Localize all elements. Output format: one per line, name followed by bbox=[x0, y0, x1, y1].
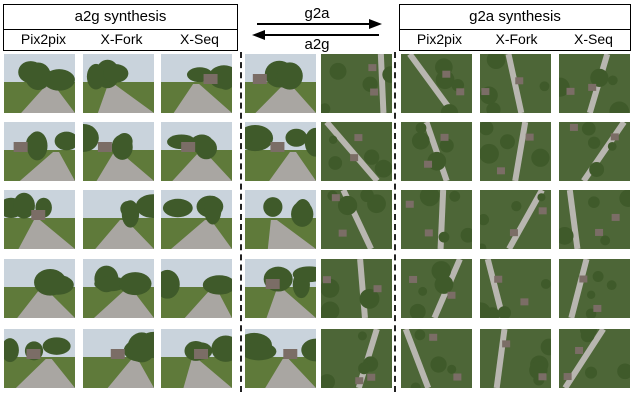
aerial-view-image bbox=[401, 190, 472, 249]
aerial-view-image bbox=[321, 54, 392, 113]
street-view-image bbox=[83, 122, 154, 181]
left-arrow-icon bbox=[252, 30, 379, 40]
street-view-image bbox=[83, 54, 154, 113]
aerial-view-image bbox=[480, 54, 551, 113]
aerial-view-image bbox=[321, 122, 392, 181]
a2g-col-pix2pix: Pix2pix bbox=[20, 31, 67, 47]
arrow-icons bbox=[252, 19, 382, 40]
aerial-view-image bbox=[559, 329, 630, 388]
street-view-image bbox=[245, 54, 316, 113]
g2a-header: g2a synthesis Pix2pix X-Fork X-Seq bbox=[399, 4, 631, 51]
street-view-image bbox=[161, 122, 232, 181]
g2a-col-xseq: X-Seq bbox=[574, 31, 613, 47]
aerial-view-image bbox=[480, 122, 551, 181]
separator-left bbox=[240, 52, 242, 392]
street-view-image bbox=[245, 329, 316, 388]
street-view-image bbox=[4, 190, 75, 249]
street-view-image bbox=[245, 122, 316, 181]
aerial-view-image bbox=[321, 329, 392, 388]
aerial-view-image bbox=[480, 329, 551, 388]
aerial-view-image bbox=[401, 259, 472, 318]
g2a-col-xfork: X-Fork bbox=[495, 31, 538, 47]
aerial-view-image bbox=[321, 259, 392, 318]
street-view-image bbox=[161, 54, 232, 113]
street-view-image bbox=[83, 190, 154, 249]
street-view-image bbox=[161, 190, 232, 249]
a2g-title: a2g synthesis bbox=[4, 5, 237, 30]
aerial-view-image bbox=[559, 54, 630, 113]
aerial-view-image bbox=[401, 54, 472, 113]
aerial-view-image bbox=[559, 122, 630, 181]
street-view-image bbox=[4, 259, 75, 318]
aerial-view-image bbox=[401, 122, 472, 181]
a2g-col-xfork: X-Fork bbox=[100, 31, 143, 47]
street-view-image bbox=[4, 54, 75, 113]
direction-arrows: g2a a2g bbox=[247, 4, 387, 53]
aerial-view-image bbox=[321, 190, 392, 249]
aerial-view-image bbox=[480, 259, 551, 318]
street-view-image bbox=[161, 329, 232, 388]
aerial-view-image bbox=[559, 259, 630, 318]
g2a-title: g2a synthesis bbox=[400, 5, 630, 30]
arrow-label-a2g: a2g bbox=[304, 36, 330, 53]
street-view-image bbox=[83, 329, 154, 388]
aerial-view-image bbox=[480, 190, 551, 249]
aerial-view-image bbox=[559, 190, 630, 249]
street-view-image bbox=[245, 259, 316, 318]
a2g-col-xseq: X-Seq bbox=[180, 31, 219, 47]
street-view-image bbox=[83, 259, 154, 318]
street-view-image bbox=[161, 259, 232, 318]
aerial-view-image bbox=[401, 329, 472, 388]
street-view-image bbox=[245, 190, 316, 249]
right-arrow-icon bbox=[257, 19, 382, 29]
street-view-image bbox=[4, 122, 75, 181]
g2a-col-pix2pix: Pix2pix bbox=[416, 31, 463, 47]
a2g-header: a2g synthesis Pix2pix X-Fork X-Seq bbox=[3, 4, 238, 51]
separator-right bbox=[394, 52, 396, 392]
street-view-image bbox=[4, 329, 75, 388]
arrow-label-g2a: g2a bbox=[304, 5, 330, 22]
